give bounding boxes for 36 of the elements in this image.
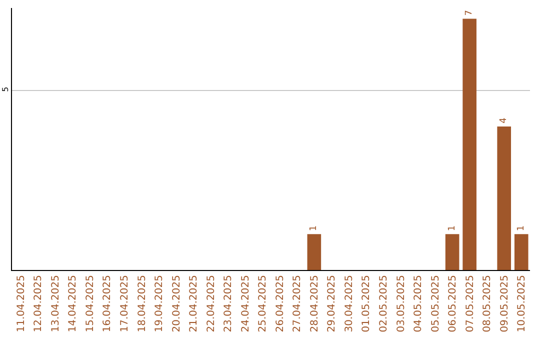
data-label: 7	[464, 10, 475, 16]
x-tick-label: 01.05.2025	[361, 275, 372, 332]
data-label: 4	[499, 117, 510, 124]
x-tick-label: 03.05.2025	[396, 275, 407, 332]
x-tick-label: 11.04.2025	[16, 275, 27, 332]
x-tick-label: 07.05.2025	[464, 275, 476, 332]
x-tick-label: 04.05.2025	[413, 275, 424, 332]
x-tick-label: 23.04.2025	[223, 275, 234, 332]
x-tick-label: 19.04.2025	[154, 275, 166, 332]
x-tick-label: 27.04.2025	[292, 275, 304, 332]
x-tick-label: 29.04.2025	[326, 275, 338, 332]
x-tick-label: 14.04.2025	[68, 275, 79, 332]
x-tick-label: 13.04.2025	[50, 275, 62, 332]
x-tick-label: 20.04.2025	[171, 275, 182, 332]
data-label: 1	[309, 225, 320, 232]
x-tick-label: 21.04.2025	[188, 275, 200, 332]
x-tick-label: 16.04.2025	[102, 275, 114, 332]
x-tick-label: 24.04.2025	[240, 275, 252, 332]
x-tick-label: 28.04.2025	[309, 275, 320, 332]
x-tick-label: 05.05.2025	[430, 275, 442, 332]
x-tick-label: 06.05.2025	[448, 275, 459, 332]
x-tick-label: 08.05.2025	[482, 275, 494, 332]
data-label: 1	[447, 225, 458, 232]
x-tick-label: 30.04.2025	[344, 275, 355, 332]
x-tick-label: 02.05.2025	[378, 275, 390, 332]
x-tick-label: 09.05.2025	[499, 275, 510, 332]
x-tick-label: 17.04.2025	[119, 275, 130, 332]
x-tick-label: 26.04.2025	[274, 275, 286, 332]
x-tick-label: 25.04.2025	[258, 275, 269, 332]
x-tick-label: 18.04.2025	[136, 275, 148, 332]
data-label: 1	[516, 225, 526, 232]
x-tick-label: 15.04.2025	[84, 275, 96, 332]
y-tick-label: 5	[0, 86, 10, 92]
x-tick-label: 10.05.2025	[516, 275, 528, 332]
x-tick-label: 22.04.2025	[206, 275, 217, 332]
x-tick-label: 12.04.2025	[33, 275, 44, 332]
